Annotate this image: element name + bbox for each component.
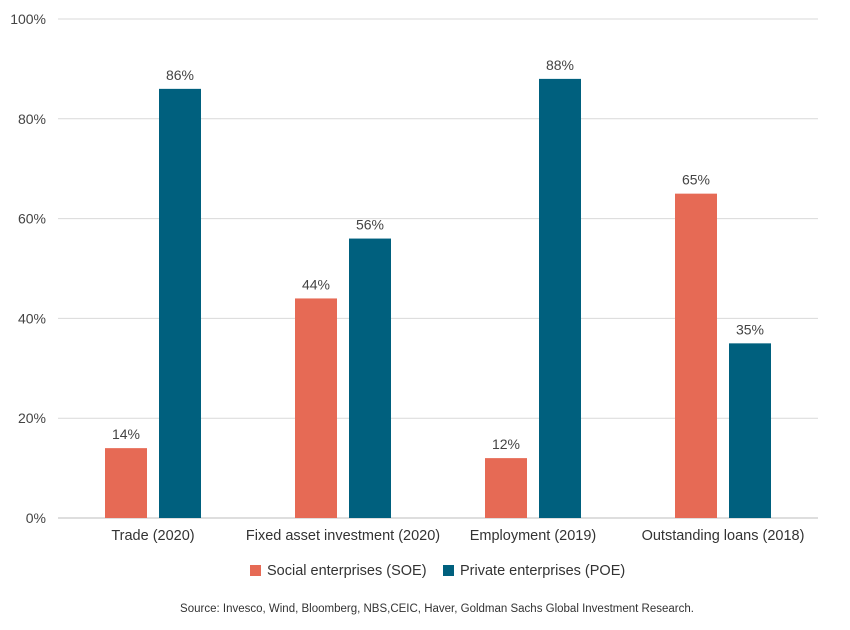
bar-soe-3 xyxy=(675,193,717,518)
bar-poe-3 xyxy=(729,343,771,518)
source-note: Source: Invesco, Wind, Bloomberg, NBS,CE… xyxy=(180,603,694,615)
legend-swatch-poe xyxy=(443,565,454,576)
legend-swatch-soe xyxy=(250,565,261,576)
y-tick-label-60: 60% xyxy=(18,211,46,227)
x-category-label-3: Outstanding loans (2018) xyxy=(642,528,805,544)
data-label-poe-1: 56% xyxy=(356,217,384,233)
bar-soe-0 xyxy=(105,448,147,518)
data-label-soe-0: 14% xyxy=(112,426,140,442)
bar-poe-1 xyxy=(349,238,391,518)
data-label-poe-0: 86% xyxy=(166,67,194,83)
data-label-poe-2: 88% xyxy=(546,57,574,73)
bar-soe-2 xyxy=(485,458,527,518)
y-tick-label-0: 0% xyxy=(26,510,46,526)
data-label-soe-3: 65% xyxy=(682,172,710,188)
bars xyxy=(105,78,771,519)
x-category-label-0: Trade (2020) xyxy=(111,528,194,544)
bar-poe-0 xyxy=(159,88,201,519)
legend-label-poe: Private enterprises (POE) xyxy=(460,563,625,579)
y-axis-ticks: 0% 20% 40% 60% 80% 100% xyxy=(10,11,46,526)
x-category-label-2: Employment (2019) xyxy=(470,528,597,544)
y-tick-label-100: 100% xyxy=(10,11,46,27)
bar-soe-1 xyxy=(295,298,337,518)
data-label-soe-2: 12% xyxy=(492,436,520,452)
bar-poe-2 xyxy=(539,78,581,518)
legend-label-soe: Social enterprises (SOE) xyxy=(267,563,427,579)
legend: Social enterprises (SOE) Private enterpr… xyxy=(250,563,625,579)
data-label-poe-3: 35% xyxy=(736,321,764,337)
y-tick-label-40: 40% xyxy=(18,310,46,326)
data-label-soe-1: 44% xyxy=(302,276,330,292)
data-labels: 14% 86% 44% 56% 12% 88% 65% 35% xyxy=(112,57,764,452)
y-tick-label-20: 20% xyxy=(18,410,46,426)
y-tick-label-80: 80% xyxy=(18,111,46,127)
x-category-label-1: Fixed asset investment (2020) xyxy=(246,528,440,544)
x-axis-categories: Trade (2020) Fixed asset investment (2020… xyxy=(111,528,804,544)
